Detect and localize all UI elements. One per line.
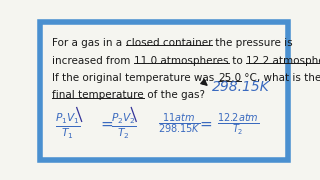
Text: 25.0: 25.0	[218, 73, 241, 83]
Text: $\frac{P_1V_1}{T_1}$: $\frac{P_1V_1}{T_1}$	[55, 112, 81, 141]
Text: of the gas?: of the gas?	[144, 90, 205, 100]
Text: If the original temperature was: If the original temperature was	[52, 73, 218, 83]
Text: final temperature: final temperature	[52, 90, 144, 100]
Text: $\frac{12.2atm}{T_2}$: $\frac{12.2atm}{T_2}$	[217, 112, 260, 138]
Text: $=$: $=$	[197, 116, 213, 131]
Text: 298.15K: 298.15K	[212, 80, 270, 95]
Text: $\frac{11atm}{298.15K}$: $\frac{11atm}{298.15K}$	[158, 112, 201, 136]
Text: to: to	[228, 56, 245, 66]
Text: 11.0 atmospheres: 11.0 atmospheres	[134, 56, 228, 66]
Text: $=$: $=$	[98, 116, 114, 131]
Text: °C, what is the: °C, what is the	[241, 73, 320, 83]
Text: the pressure is: the pressure is	[212, 38, 293, 48]
Text: closed container: closed container	[126, 38, 212, 48]
Text: $\frac{P_2V_2}{T_2}$: $\frac{P_2V_2}{T_2}$	[111, 112, 137, 141]
Text: 12.2 atmospheres: 12.2 atmospheres	[245, 56, 320, 66]
Text: increased from: increased from	[52, 56, 134, 66]
Text: For a gas in a: For a gas in a	[52, 38, 126, 48]
